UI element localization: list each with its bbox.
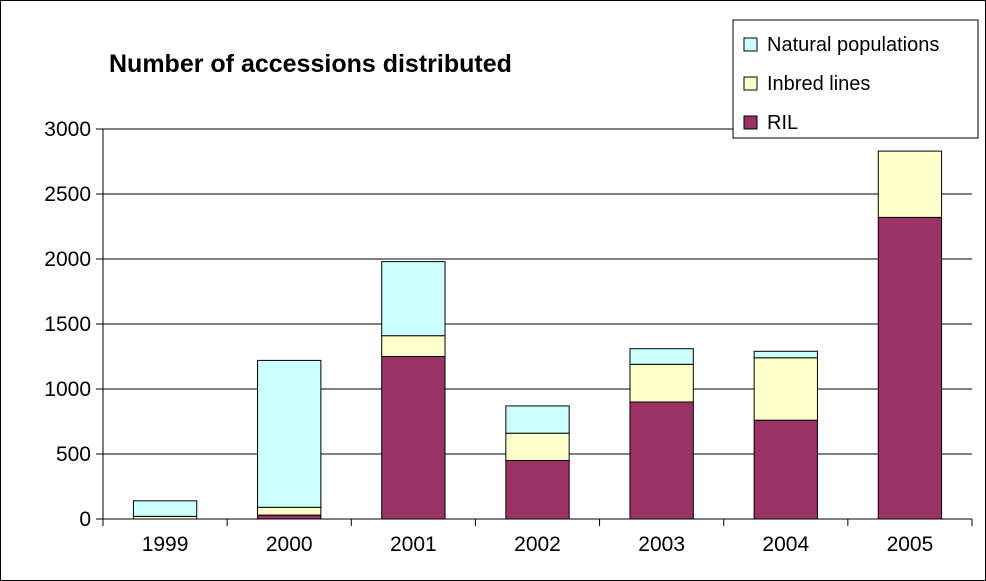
legend-label: Natural populations: [767, 34, 939, 56]
bar-segment: [505, 460, 570, 520]
bar-segment: [381, 261, 446, 337]
bar-segment: [381, 335, 446, 358]
bar-segment: [257, 359, 322, 508]
legend-label: RIL: [767, 112, 798, 134]
y-tick-label: 2500: [44, 183, 91, 206]
x-tick-label: 2001: [390, 533, 437, 556]
bar-segment: [877, 150, 943, 218]
y-axis-tick-labels: 0 500 1000 1500 2000 2500 3000: [44, 118, 91, 531]
x-tick-label: 2002: [514, 533, 561, 556]
legend-box: [732, 19, 979, 139]
x-tick-label: 2003: [638, 533, 685, 556]
y-tick-label: 1000: [44, 378, 91, 401]
y-tick-label: 0: [79, 508, 91, 531]
bar-segment: [753, 350, 818, 359]
y-tick-label: 3000: [44, 118, 91, 141]
legend-swatch: [743, 76, 758, 91]
axes: [96, 128, 973, 526]
x-tick-label: 2005: [887, 533, 934, 556]
bar-segment: [877, 216, 943, 520]
bar-segment: [505, 405, 570, 434]
y-tick-label: 2000: [44, 248, 91, 271]
legend-label: Inbred lines: [767, 73, 870, 95]
bars: [132, 150, 943, 520]
y-tick-label: 500: [56, 443, 91, 466]
chart-title: Number of accessions distributed: [109, 50, 512, 78]
bar-segment: [132, 500, 198, 517]
x-tick-label: 2004: [762, 533, 809, 556]
legend: Natural populations Inbred lines RIL: [732, 19, 979, 139]
y-tick-label: 1500: [44, 313, 91, 336]
bar-segment: [257, 514, 322, 520]
legend-swatch: [743, 115, 758, 130]
bar-segment: [629, 401, 694, 520]
x-axis-tick-labels: 1999 2000 2001 2002 2003 2004 2005: [142, 533, 934, 556]
bar-segment: [505, 432, 570, 462]
x-tick-label: 1999: [142, 533, 189, 556]
bar-segment: [753, 357, 818, 421]
x-tick-label: 2000: [266, 533, 313, 556]
bar-segment: [257, 506, 322, 516]
bar-segment: [753, 419, 818, 520]
bar-segment: [629, 363, 694, 403]
bar-segment: [629, 348, 694, 365]
bar-segment: [381, 356, 446, 520]
legend-swatch: [743, 37, 758, 52]
